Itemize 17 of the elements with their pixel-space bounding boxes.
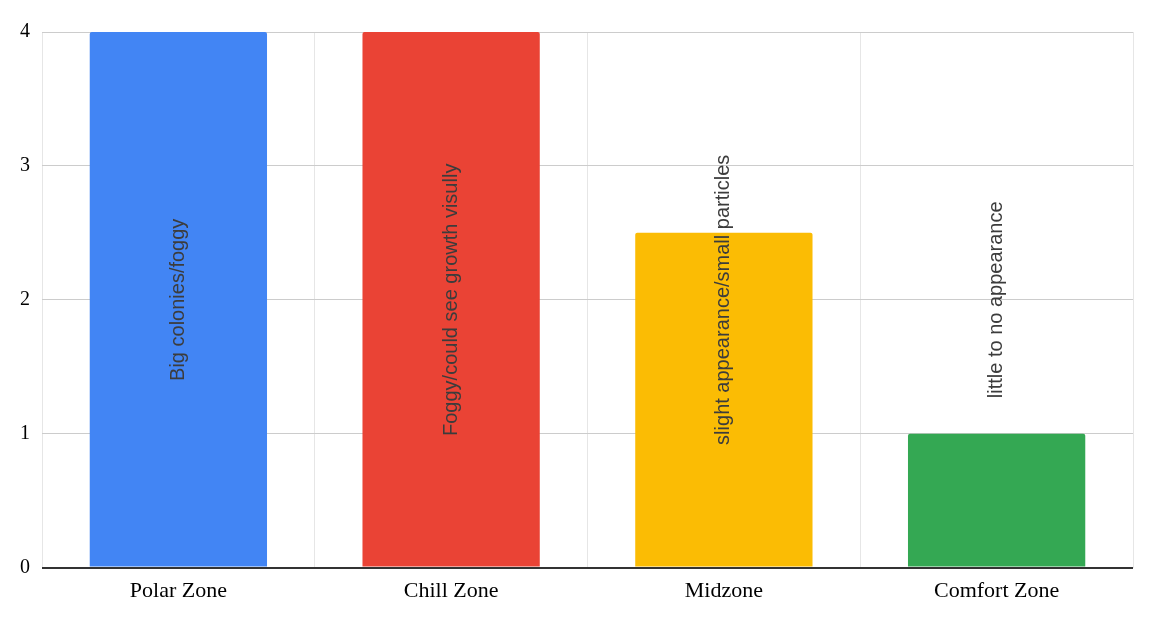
annotation: Foggy/could see growth visully (438, 163, 461, 436)
x-tick-label: Comfort Zone (933, 576, 1060, 602)
x-tick-label: Chill Zone (403, 576, 499, 602)
y-tick-label: 2 (20, 287, 30, 310)
annotation: little to no appearance (984, 201, 1007, 399)
y-tick-label: 3 (20, 153, 30, 176)
bar (89, 32, 268, 567)
x-tick-label: Midzone (684, 576, 763, 602)
annotation: slight appearance/small particles (711, 154, 734, 445)
bar (635, 232, 813, 567)
bar (907, 433, 1086, 567)
annotation: Big colonies/foggy (165, 218, 188, 381)
y-tick-label: 1 (20, 420, 30, 443)
y-tick-label: 0 (20, 554, 30, 577)
x-tick-label: Polar Zone (129, 576, 227, 602)
bar (362, 32, 540, 567)
y-tick-label: 4 (20, 19, 30, 42)
